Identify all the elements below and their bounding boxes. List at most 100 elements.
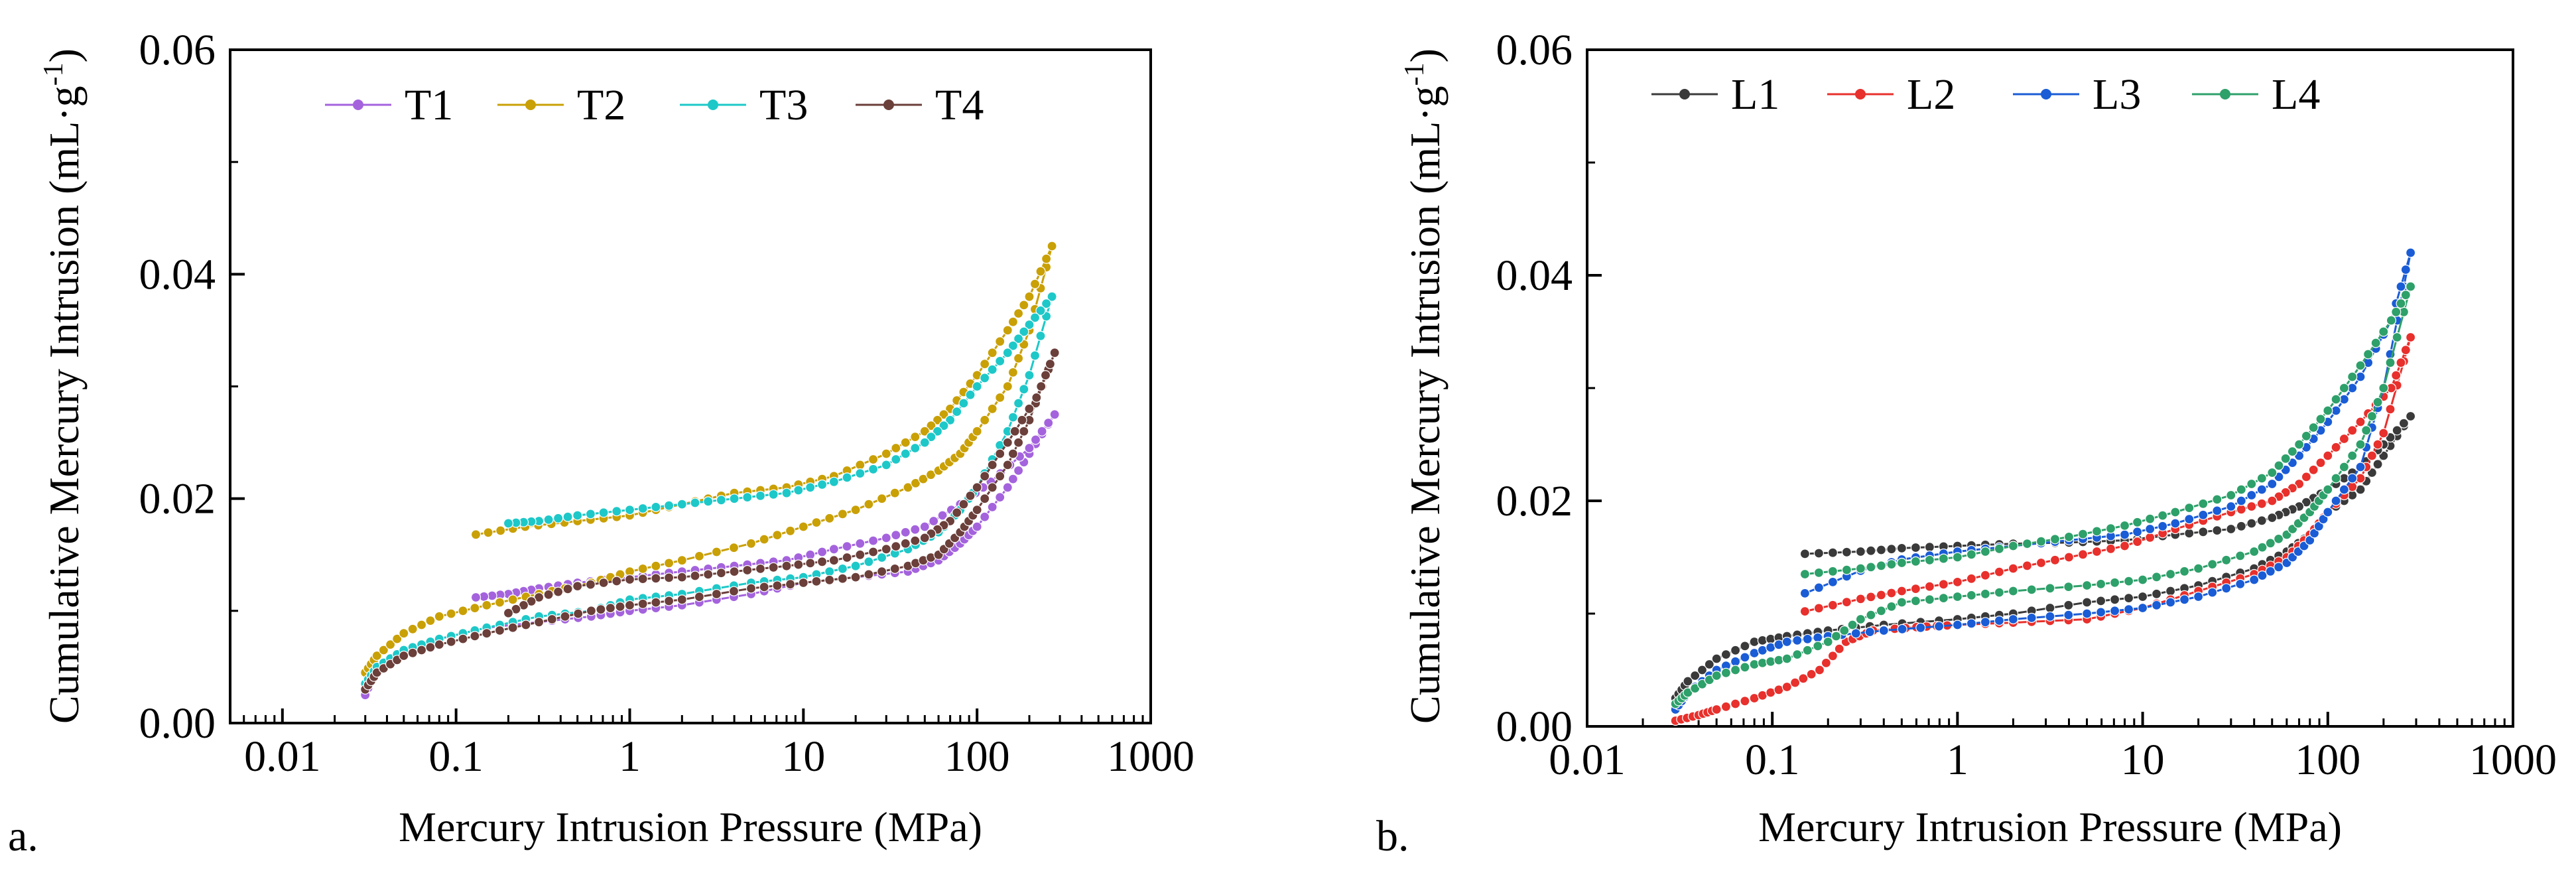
panel-b-l3-point: [1799, 588, 1810, 599]
panel-a-t3-point: [816, 479, 828, 490]
panel-a-t3-point: [958, 398, 969, 409]
panel-b-l4-point: [1966, 549, 1976, 560]
panel-b-l2-point: [1980, 570, 1990, 580]
panel-a-t3-point: [855, 468, 866, 479]
panel-a-x-tick-label: 10: [781, 732, 825, 781]
panel-a-t1-point: [919, 521, 930, 532]
panel-a-t1-point: [828, 544, 840, 555]
panel-a-t3-point: [624, 504, 635, 515]
panel-a-t4-point: [900, 538, 911, 549]
panel-b-l1-point: [2138, 591, 2148, 602]
panel-b-l2-point: [1994, 567, 2004, 577]
panel-a-t3-point: [562, 511, 573, 522]
panel-b-legend-l2-marker: [1855, 89, 1866, 100]
panel-a-t2-point: [980, 415, 990, 425]
panel-b: 0.01 0.1 1 10 100 1000 0.000.020.040.06 L1 L2 L…: [1376, 26, 2557, 860]
panel-b-l3-point: [2221, 583, 2232, 594]
panel-a-t4-point: [637, 573, 648, 584]
panel-a-t1-point: [900, 527, 911, 538]
panel-a-t1-point: [929, 515, 939, 527]
panel-a-t4-point: [798, 577, 808, 588]
panel-b-l2-point: [2331, 442, 2341, 452]
panel-b-l1-point: [2256, 515, 2267, 526]
panel-a-t1-point: [1013, 465, 1024, 476]
panel-b-series-l4: [1670, 281, 2416, 709]
panel-b-l4-point: [1831, 631, 1842, 641]
panel-a-y-tick-label: 0.00: [139, 699, 216, 748]
panel-a-t4-point: [855, 549, 866, 560]
panel-a-t4-point: [494, 625, 505, 636]
panel-a-t1-point: [891, 529, 901, 541]
panel-b-l1-point: [2110, 594, 2120, 605]
panel-a-t4-point: [586, 606, 597, 616]
panel-a-t4-point: [446, 636, 456, 647]
panel-b-l4-point: [2063, 531, 2075, 543]
panel-b-l4-point: [2287, 446, 2297, 457]
panel-a-t3-point: [612, 506, 622, 517]
panel-a-t4-point: [615, 601, 625, 612]
panel-b-l1-point: [1690, 670, 1701, 681]
panel-a-t4-point: [585, 579, 596, 590]
panel-b-y-axis-title: Cumulative Mercury Intrusion (mL·g-1): [1399, 48, 1449, 724]
panel-b-l3-point: [1730, 656, 1741, 667]
panel-b-l2-point: [2339, 433, 2349, 444]
panel-b-l3-point: [2318, 513, 2329, 525]
panel-b-l1-point: [1757, 635, 1768, 646]
panel-b-l4-point: [2226, 490, 2236, 501]
panel-a-t1-point: [937, 510, 948, 521]
panel-b-l2-point: [1866, 592, 1876, 602]
panel-b-l2-point: [1730, 699, 1741, 709]
panel-b-l4-point: [2355, 360, 2366, 371]
panel-b-l1-point: [2392, 425, 2402, 436]
panel-a-t3-point: [703, 496, 714, 507]
panel-b-l3-point: [2026, 612, 2037, 624]
panel-b-l3-point: [2096, 607, 2106, 618]
panel-b-l2-point: [1798, 673, 1809, 684]
panel-a-t4-point: [416, 645, 427, 655]
panel-b-l4-point: [2406, 281, 2416, 292]
panel-b-l2-point: [2355, 417, 2366, 427]
panel-a-t1-point: [881, 533, 891, 543]
panel-b-l4-point: [2265, 538, 2276, 549]
panel-b-l2-point: [1834, 643, 1844, 654]
panel-b-l1-point: [2165, 586, 2176, 596]
panel-b-l2-point: [2372, 439, 2383, 450]
panel-a-t3-point: [585, 509, 596, 519]
panel-b-l4-point: [2184, 502, 2195, 513]
panel-b-l4-point: [2008, 586, 2018, 596]
panel-a-t4-point: [742, 565, 753, 576]
panel-a-t4-point: [458, 634, 468, 644]
panel-a-t4-point: [552, 586, 564, 597]
panel-a-t3-point: [676, 499, 687, 509]
panel-a-t2-point: [1029, 279, 1041, 289]
panel-b-l4-point: [2045, 583, 2055, 594]
panel-b-l4-point: [2179, 566, 2190, 576]
panel-b-l4-point: [2096, 578, 2106, 590]
panel-b-l4-point: [2246, 478, 2257, 490]
panel-b-l4-point: [2257, 542, 2268, 553]
panel-a-t2-point: [1002, 325, 1013, 336]
panel-b-l4-point: [2339, 462, 2349, 472]
panel-a-t4-point: [703, 569, 714, 580]
panel-a-t4-point: [805, 558, 816, 568]
panel-a-t2-point: [1002, 381, 1013, 392]
panel-b-l4-point: [2339, 383, 2349, 393]
panel-a-t4-point: [972, 482, 982, 493]
panel-b-l3-point: [2119, 529, 2130, 540]
panel-a-series-t2: [360, 241, 1057, 678]
panel-b-l1-point: [2198, 527, 2209, 537]
panel-a-t1-point: [987, 501, 998, 513]
panel-a-t1-point: [995, 492, 1005, 503]
panel-a-t4-point: [470, 631, 480, 641]
panel-a-t2-point: [811, 517, 822, 528]
panel-b-l1-point: [2236, 521, 2246, 531]
panel-b-l1-point: [1730, 645, 1741, 655]
panel-b-l4-point: [1994, 587, 2004, 598]
panel-a-y-tick-label: 0.04: [139, 250, 216, 299]
panel-b-l4-point: [2355, 439, 2366, 450]
panel-a-x-tick-labels: 0.01 0.1 1 10 100 1000: [244, 732, 1194, 781]
panel-b-l4-point: [2274, 460, 2284, 471]
panel-b-l2-point: [2145, 532, 2156, 543]
panel-b-x-tick-label: 1: [1947, 736, 1968, 784]
panel-a-x-axis-title: Mercury Intrusion Pressure (MPa): [399, 803, 982, 850]
